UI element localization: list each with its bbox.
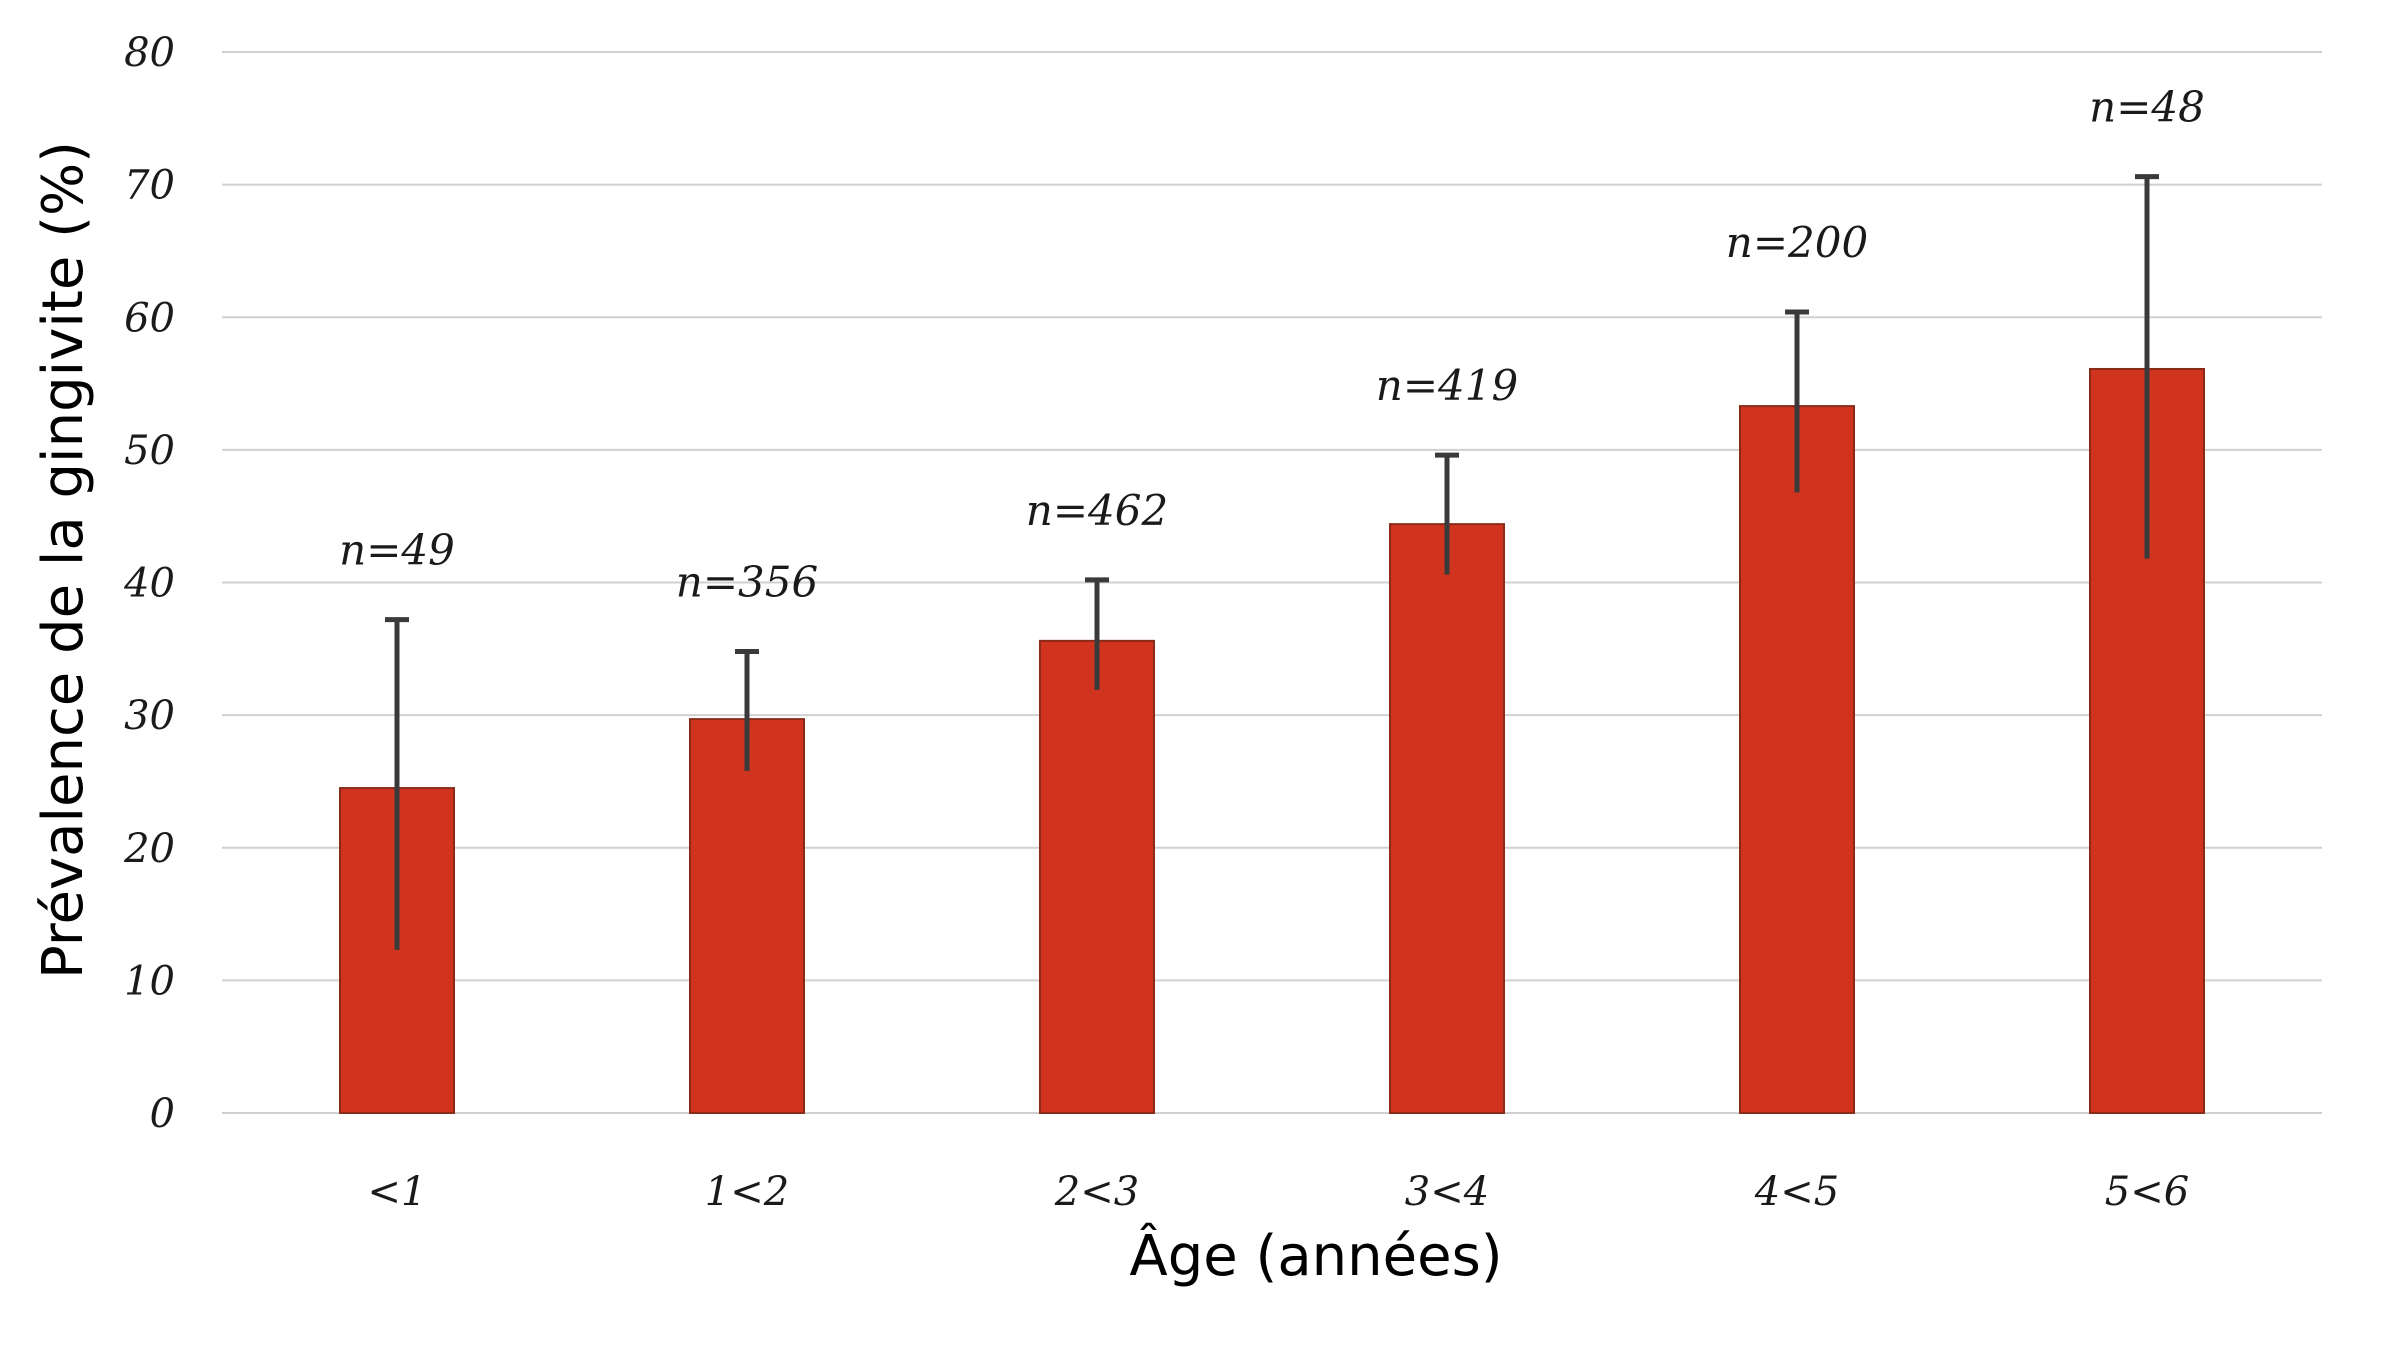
y-tick-label: 50 <box>124 428 175 474</box>
sample-size-label: n=356 <box>676 557 818 606</box>
bars <box>339 367 2205 1114</box>
sample-size-label: n=419 <box>1376 361 1518 410</box>
y-tick-label: 0 <box>150 1091 175 1137</box>
error-bars <box>385 174 2159 950</box>
y-tick-label: 70 <box>124 163 175 209</box>
sample-size-label: n=49 <box>339 526 455 575</box>
sample-size-labels: n=49 n=356 n=462 n=419 n=200 n=48 <box>339 83 2205 607</box>
bar <box>1739 405 1855 1114</box>
bar <box>689 718 805 1114</box>
y-axis-ticks: 0 10 20 30 40 50 60 70 80 <box>123 30 175 1137</box>
x-tick-label: 5<6 <box>2105 1169 2189 1215</box>
gridlines <box>222 51 2322 1114</box>
x-axis-ticks: <1 1<2 2<3 3<4 4<5 5<6 <box>368 1169 2190 1215</box>
y-tick-label: 30 <box>124 693 175 739</box>
x-tick-label: 3<4 <box>1405 1169 1489 1215</box>
x-axis-title: Âge (années) <box>1129 1224 1502 1289</box>
x-tick-label: 4<5 <box>1754 1169 1839 1215</box>
x-tick-label: <1 <box>368 1169 427 1215</box>
bar <box>1389 523 1505 1114</box>
y-tick-label: 10 <box>124 958 175 1004</box>
x-tick-label: 2<3 <box>1054 1169 1139 1215</box>
y-tick-label: 80 <box>124 30 175 76</box>
y-tick-label: 20 <box>123 826 175 872</box>
y-tick-label: 60 <box>124 295 175 341</box>
bar <box>1039 639 1155 1114</box>
y-tick-label: 40 <box>123 561 175 607</box>
sample-size-label: n=48 <box>2089 83 2205 132</box>
y-axis-title: Prévalence de la gingivite (%) <box>31 141 96 979</box>
sample-size-label: n=462 <box>1026 486 1168 535</box>
sample-size-label: n=200 <box>1726 218 1868 267</box>
x-tick-label: 1<2 <box>705 1169 789 1215</box>
